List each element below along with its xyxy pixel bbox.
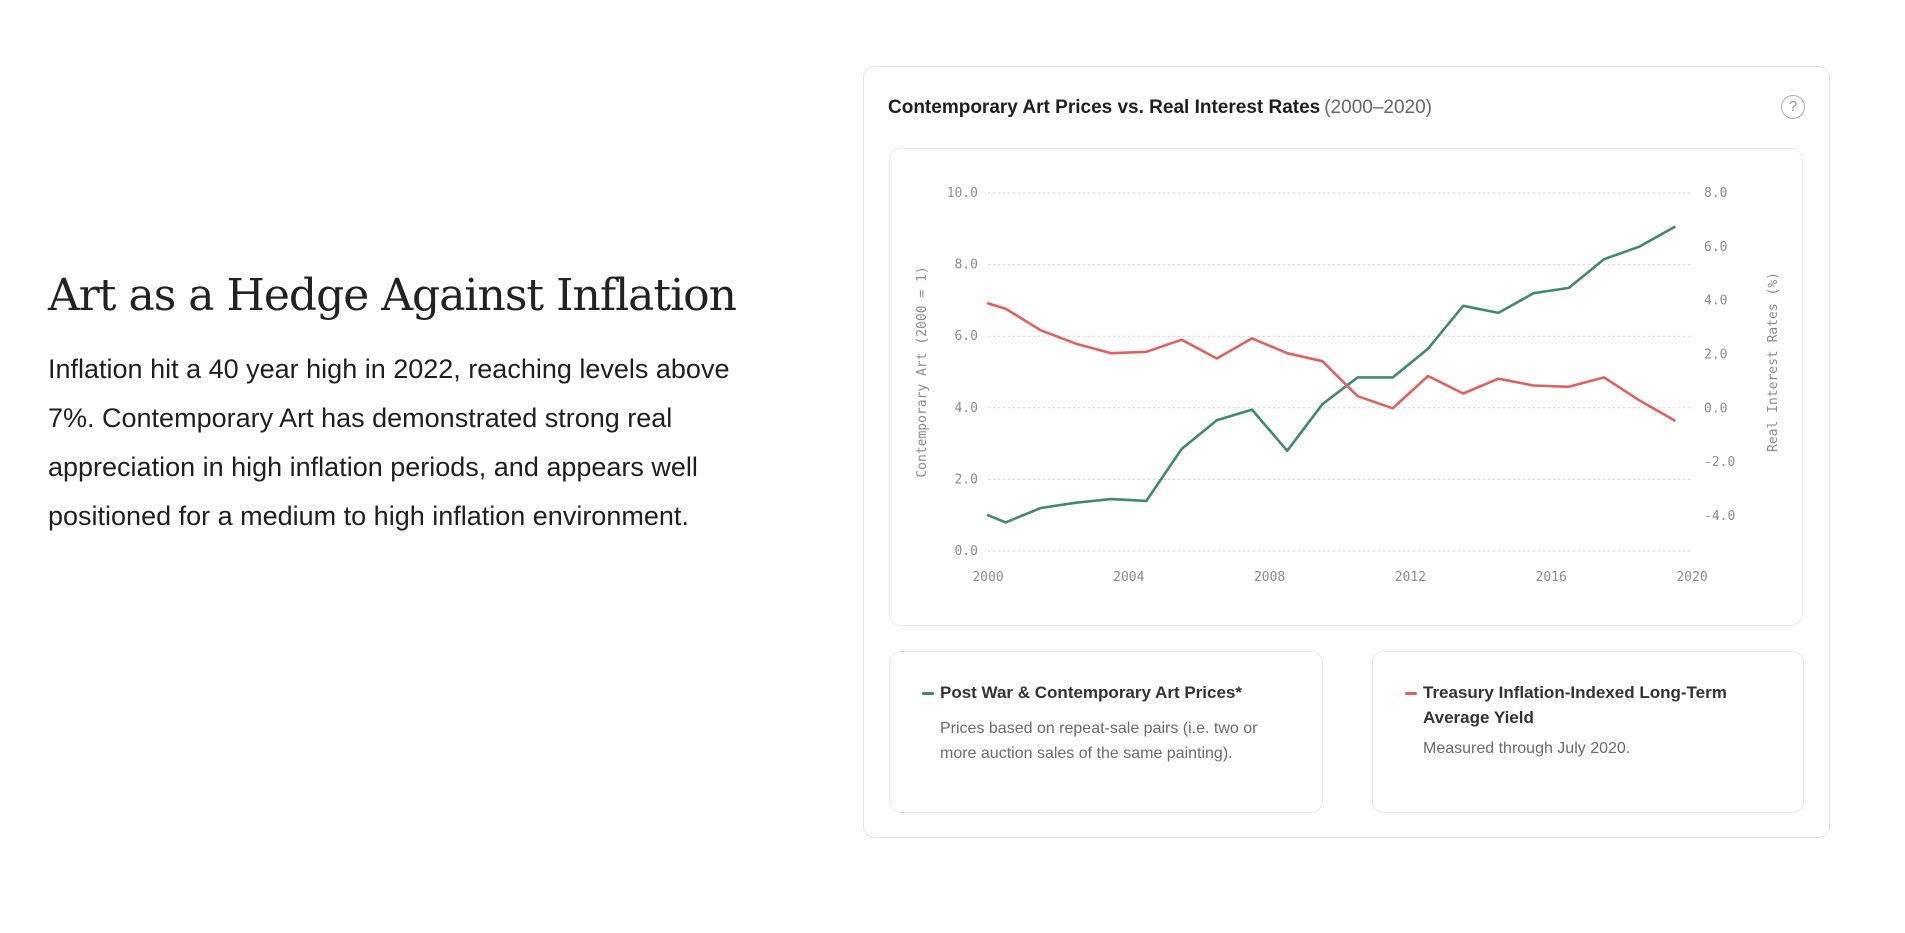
legend-card-art-prices: Post War & Contemporary Art Prices* Pric…	[889, 651, 1323, 813]
legend-card-treasury-yield: Treasury Inflation-Indexed Long-Term Ave…	[1372, 651, 1804, 813]
y-right-tick-label: -4.0	[1704, 509, 1735, 524]
y-left-tick-label: 0.0	[955, 544, 978, 559]
y-right-tick-label: 2.0	[1704, 348, 1727, 363]
y-left-tick-label: 4.0	[955, 401, 978, 416]
legend-title-treasury-yield: Treasury Inflation-Indexed Long-Term Ave…	[1423, 683, 1727, 727]
plot-area: 0.0 2.0 4.0 6.0 8.0 10.0 -4.0 -2.0 0.0 2.0 4.0 6.0 8…	[889, 148, 1803, 626]
y-right-tick-label: 6.0	[1704, 240, 1727, 255]
x-tick-label: 2016	[1536, 570, 1567, 585]
x-tick-label: 2004	[1113, 570, 1144, 585]
y-left-tick-label: 2.0	[955, 472, 978, 487]
chart-title-range: (2000–2020)	[1324, 97, 1433, 118]
y-right-tick-label: 8.0	[1704, 186, 1727, 201]
help-icon[interactable]: ?	[1781, 95, 1805, 119]
y-left-tick-label: 10.0	[947, 186, 978, 201]
y-right-tick-label: 0.0	[1704, 401, 1727, 416]
intro-section: Art as a Hedge Against Inflation Inflati…	[48, 268, 768, 541]
y-left-tick-label: 8.0	[955, 258, 978, 273]
x-tick-label: 2020	[1676, 570, 1707, 585]
series-line-treasury-yield	[986, 302, 1676, 422]
chart-card: Contemporary Art Prices vs. Real Interes…	[863, 66, 1830, 838]
page-heading: Art as a Hedge Against Inflation	[48, 270, 737, 321]
legend-description-art-prices: Prices based on repeat-sale pairs (i.e. …	[940, 720, 1258, 762]
chart-title: Contemporary Art Prices vs. Real Interes…	[888, 97, 1432, 119]
x-tick-label: 2000	[972, 570, 1003, 585]
legend-swatch-art-prices	[922, 692, 934, 695]
chart-title-text: Contemporary Art Prices vs. Real Interes…	[888, 97, 1321, 118]
series-line-art-prices	[986, 225, 1676, 524]
y-left-tick-label: 6.0	[955, 329, 978, 344]
y-right-tick-label: -2.0	[1704, 455, 1735, 470]
x-tick-label: 2008	[1254, 570, 1285, 585]
line-chart: 0.0 2.0 4.0 6.0 8.0 10.0 -4.0 -2.0 0.0 2.0 4.0 6.0 8…	[915, 186, 1781, 585]
legend-swatch-treasury-yield	[1405, 692, 1417, 695]
intro-paragraph: Inflation hit a 40 year high in 2022, re…	[48, 354, 730, 531]
x-tick-label: 2012	[1395, 570, 1426, 585]
y-right-tick-label: 4.0	[1704, 294, 1727, 309]
legend-description-treasury-yield: Measured through July 2020.	[1423, 740, 1631, 757]
legend-title-art-prices: Post War & Contemporary Art Prices*	[940, 683, 1242, 702]
y-right-axis-label: Real Interest Rates (%)	[1766, 272, 1781, 452]
y-left-axis-label: Contemporary Art (2000 = 1)	[915, 266, 930, 477]
